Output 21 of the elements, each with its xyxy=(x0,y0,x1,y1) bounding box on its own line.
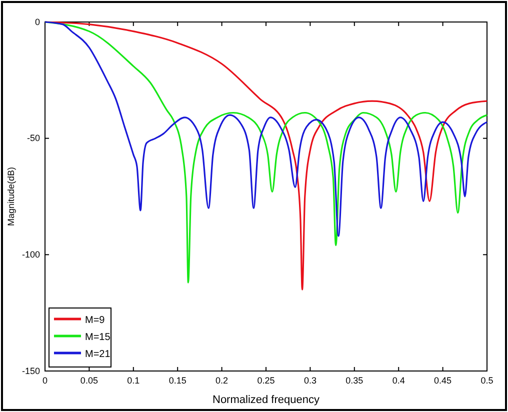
legend-label: M=9 xyxy=(85,315,106,326)
line-series xyxy=(44,21,488,237)
x-tick-label: 0.15 xyxy=(168,375,186,386)
y-tick-label: 0 xyxy=(34,16,40,27)
x-axis-title: Normalized frequency xyxy=(212,394,320,406)
x-tick-label: 0.05 xyxy=(80,375,98,386)
y-tick-label: -150 xyxy=(22,366,40,376)
x-tick-label: 0.2 xyxy=(216,375,228,386)
y-axis-title: Magnitude(dB) xyxy=(6,166,16,226)
y-tick-label: -100 xyxy=(22,250,40,260)
x-tick-label: 0 xyxy=(42,375,48,386)
x-tick-label: 0.45 xyxy=(434,375,452,386)
x-tick-label: 0.3 xyxy=(304,375,316,386)
legend-label: M=15 xyxy=(85,332,111,343)
x-tick-label: 0.35 xyxy=(346,375,364,386)
x-tick-label: 0.1 xyxy=(127,375,140,386)
x-tick-label: 0.25 xyxy=(257,375,275,386)
y-tick-label: -50 xyxy=(26,133,40,144)
legend-label: M=21 xyxy=(85,349,111,360)
x-tick-label: 0.4 xyxy=(392,375,405,386)
x-tick-label: 0.5 xyxy=(480,375,494,386)
